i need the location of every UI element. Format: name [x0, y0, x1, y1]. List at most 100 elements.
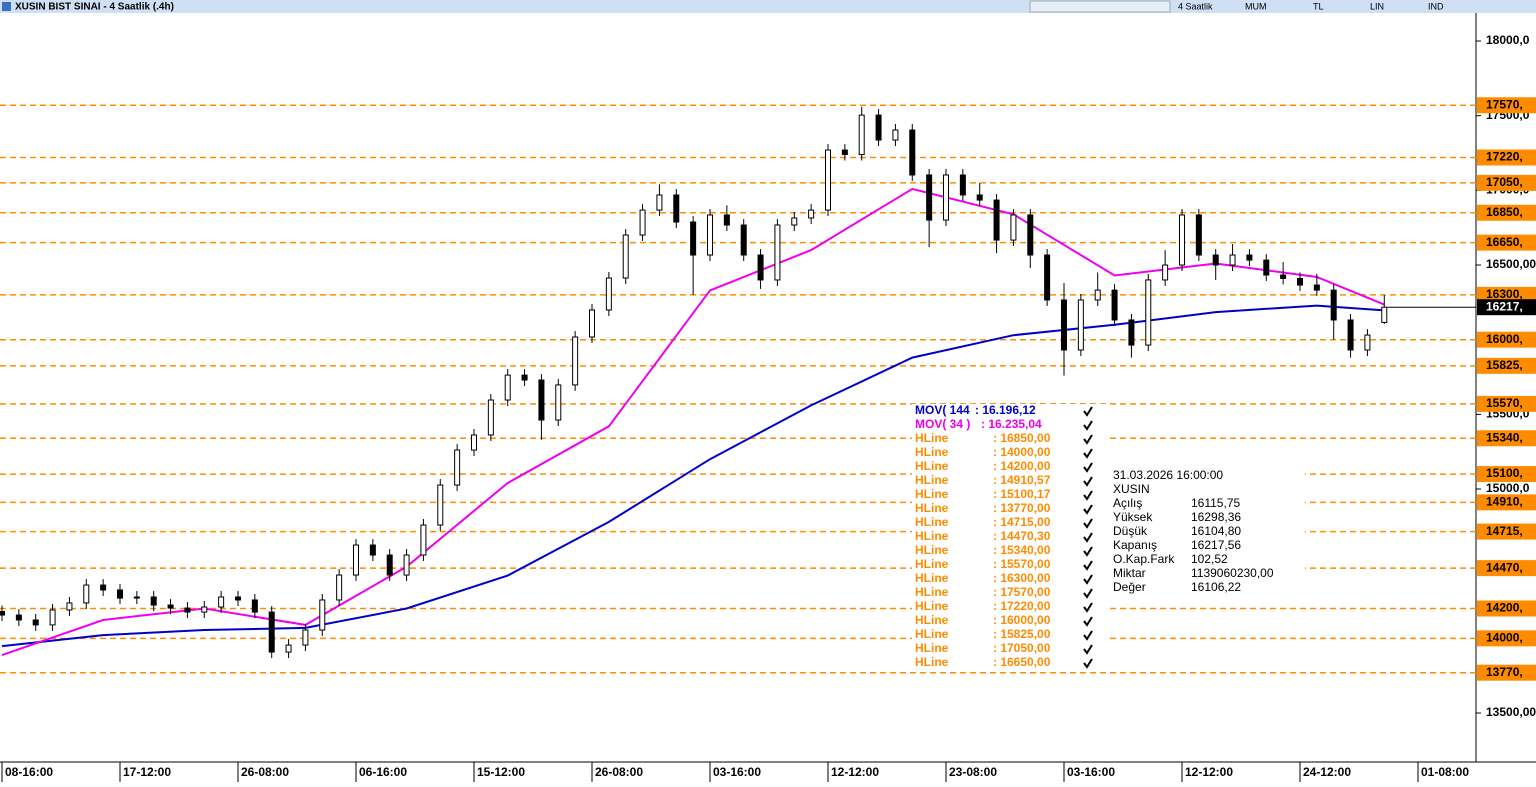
legend-check [1083, 546, 1093, 557]
candle-body [1128, 319, 1135, 346]
window-icon [2, 2, 11, 11]
candle-body [454, 449, 461, 486]
legend-check [1083, 602, 1093, 613]
legend-check [1083, 504, 1093, 515]
candle-body [336, 574, 343, 601]
info-value: 16104,80 [1191, 524, 1241, 538]
candle-body [639, 209, 646, 236]
hline-label-box [1477, 494, 1536, 511]
legend-value: : 16.235,04 [981, 417, 1042, 431]
x-tick-label: 01-08:00 [1421, 765, 1469, 779]
last-price-label: 16217, [1486, 299, 1523, 313]
legend-value: : 16000,00 [993, 613, 1051, 627]
candle-body [32, 619, 39, 626]
legend-value: : 17570,00 [993, 585, 1051, 599]
legend-name: HLine [915, 599, 949, 613]
candle-body [470, 434, 477, 451]
candle-body [133, 596, 140, 599]
x-tick-label: 24-12:00 [1303, 765, 1351, 779]
x-tick-label: 03-16:00 [1067, 765, 1115, 779]
candle-body [824, 149, 831, 211]
legend-check [1083, 490, 1093, 501]
candle-body [1296, 277, 1303, 286]
x-tick-label: 26-08:00 [241, 765, 289, 779]
legend-check [1083, 532, 1093, 543]
legend-name: HLine [915, 487, 949, 501]
candle-body [740, 224, 747, 256]
hline-label: 14000, [1486, 631, 1523, 645]
candle-body [487, 399, 494, 436]
candle-body [234, 596, 241, 601]
candle-body [1212, 254, 1219, 266]
hline-label-box [1477, 286, 1536, 303]
candle-body [1263, 259, 1270, 276]
info-datetime: 31.03.2026 16:00:00 [1113, 468, 1223, 482]
x-tick-label: 23-08:00 [949, 765, 997, 779]
hline-label: 15825, [1486, 358, 1523, 372]
legend-name: HLine [915, 627, 949, 641]
legend-name: HLine [915, 543, 949, 557]
candle-body [49, 609, 56, 626]
candle-body [673, 194, 680, 223]
legend-name: HLine [915, 529, 949, 543]
legend-check [1083, 518, 1093, 529]
hline-label-box [1477, 466, 1536, 483]
hline-label: 16300, [1486, 287, 1523, 301]
candle-body [538, 379, 545, 421]
hline-label-box [1477, 331, 1536, 348]
legend-value: : 17220,00 [993, 599, 1051, 613]
candle-body [437, 484, 444, 526]
legend-name: HLine [915, 613, 949, 627]
info-label: Değer [1113, 580, 1146, 594]
x-tick-label: 03-16:00 [713, 765, 761, 779]
candle-body [706, 214, 713, 256]
candle-body [690, 221, 697, 256]
candle-body [875, 114, 882, 141]
legend-value: : 17050,00 [993, 641, 1051, 655]
hline-label: 13770, [1486, 665, 1523, 679]
candle-body [791, 217, 798, 226]
candle-body [504, 374, 511, 401]
y-tick-label: 13500,00 [1486, 705, 1536, 719]
info-value: 1139060230,00 [1191, 566, 1274, 580]
info-value: 16115,75 [1191, 496, 1240, 510]
window-title: XUSIN BIST SINAI - 4 Saatlik (.4h) [15, 2, 174, 13]
legend-check [1083, 644, 1093, 655]
hline-label: 14715, [1486, 524, 1523, 538]
candle-body [1381, 306, 1388, 323]
legend-name: HLine [915, 571, 949, 585]
candle-body [1145, 279, 1152, 346]
legend-value: : 16.196,12 [975, 403, 1036, 417]
toolbar-item: LIN [1370, 1, 1384, 11]
legend-name: MOV( 144 [915, 403, 970, 417]
hline-label-box [1477, 560, 1536, 577]
candle-body [403, 554, 410, 576]
hline-label-box [1477, 430, 1536, 447]
legend-check [1083, 420, 1093, 431]
candle-body [1178, 214, 1185, 266]
candle-body [993, 199, 1000, 241]
candle-body [1111, 289, 1118, 321]
candle-body [184, 607, 191, 613]
candle-body [100, 584, 107, 591]
info-symbol: XUSIN [1113, 482, 1150, 496]
hline-label-box [1477, 523, 1536, 540]
candle-body [1044, 254, 1051, 301]
toolbar-icons[interactable] [1029, 0, 1171, 13]
candle-body [605, 277, 612, 311]
candle-body [858, 114, 865, 156]
legend-check [1083, 434, 1093, 445]
legend-value: : 16300,00 [993, 571, 1051, 585]
hline-label: 17570, [1486, 97, 1523, 111]
candle-body [116, 589, 123, 599]
info-value: 16106,22 [1191, 580, 1241, 594]
hline-label: 15570, [1486, 396, 1523, 410]
candle-body [1313, 284, 1320, 291]
legend-name: HLine [915, 459, 949, 473]
hline-label: 17220, [1486, 150, 1523, 164]
legend-value: : 15340,00 [993, 543, 1051, 557]
info-value: 16217,56 [1191, 538, 1241, 552]
hline-label-box [1477, 395, 1536, 412]
toolbar-item: TL [1313, 1, 1324, 11]
moving-average-line [1, 304, 1385, 648]
